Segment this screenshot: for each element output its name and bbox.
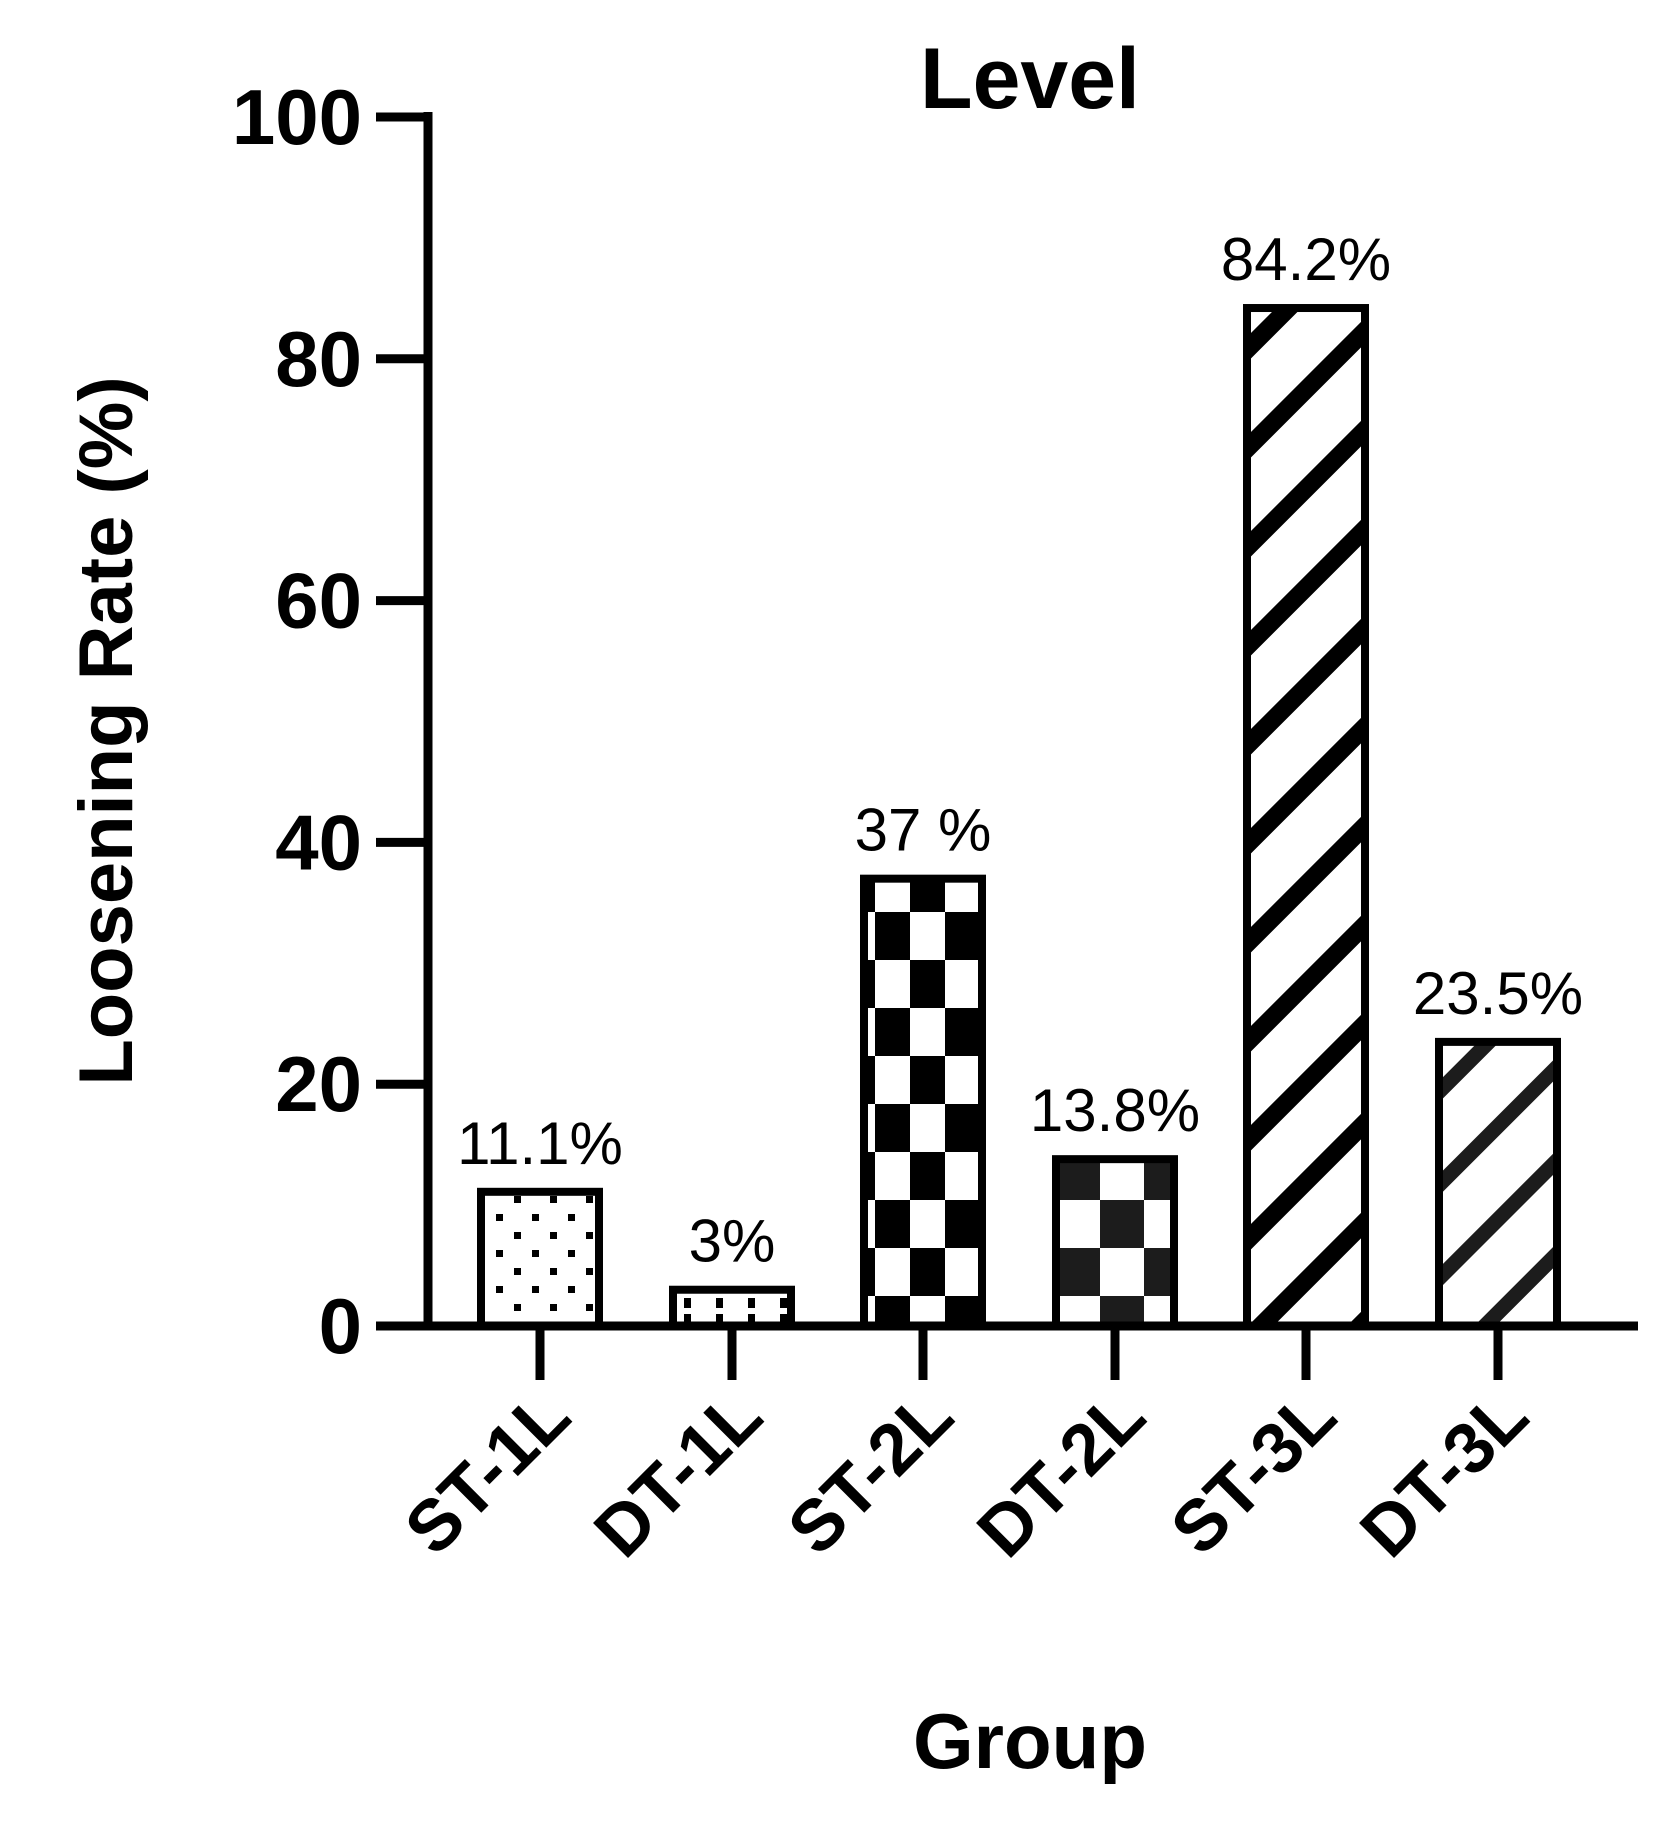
bar-dt-2l	[1052, 1155, 1178, 1330]
bar-st-2l	[860, 874, 986, 1330]
data-label-st-2l: 37 %	[855, 797, 992, 864]
y-tick-label: 0	[319, 1282, 362, 1370]
bar-st-1l	[477, 1187, 603, 1331]
y-tick-label: 100	[232, 73, 362, 161]
y-tick-label: 40	[275, 798, 362, 886]
data-label-dt-2l: 13.8%	[1030, 1077, 1200, 1144]
x-tick-label-st-1l: ST-1L	[390, 1375, 585, 1570]
bar-dt-1l	[669, 1285, 795, 1330]
x-tick-label-dt-2l: DT-2L	[962, 1375, 1160, 1573]
chart-title: Level	[920, 31, 1140, 127]
y-tick-label: 80	[275, 315, 362, 403]
data-label-st-1l: 11.1%	[457, 1110, 623, 1177]
bar-st-3l	[1243, 304, 1369, 1331]
bar-dt-3l	[1435, 1037, 1561, 1330]
x-tick-label-st-2l: ST-2L	[773, 1375, 968, 1570]
x-axis-label: Group	[913, 1697, 1147, 1785]
data-label-dt-1l: 3%	[689, 1208, 776, 1275]
bars-group	[477, 304, 1561, 1331]
data-label-dt-3l: 23.5%	[1413, 960, 1583, 1027]
y-tick-label: 20	[275, 1040, 362, 1128]
x-tick-label-st-3l: ST-3L	[1156, 1375, 1351, 1570]
x-tick-label-dt-1l: DT-1L	[579, 1375, 777, 1573]
y-tick-label: 60	[275, 557, 362, 645]
y-ticks-group: 0 20 40 60 80 100	[232, 73, 428, 1370]
x-tick-label-dt-3l: DT-3L	[1345, 1375, 1543, 1573]
y-axis-label: Loosening Rate (%)	[64, 376, 149, 1085]
data-labels-group: 11.1% 3% 37 % 13.8% 84.2% 23.5%	[457, 226, 1583, 1275]
data-label-st-3l: 84.2%	[1221, 226, 1391, 293]
